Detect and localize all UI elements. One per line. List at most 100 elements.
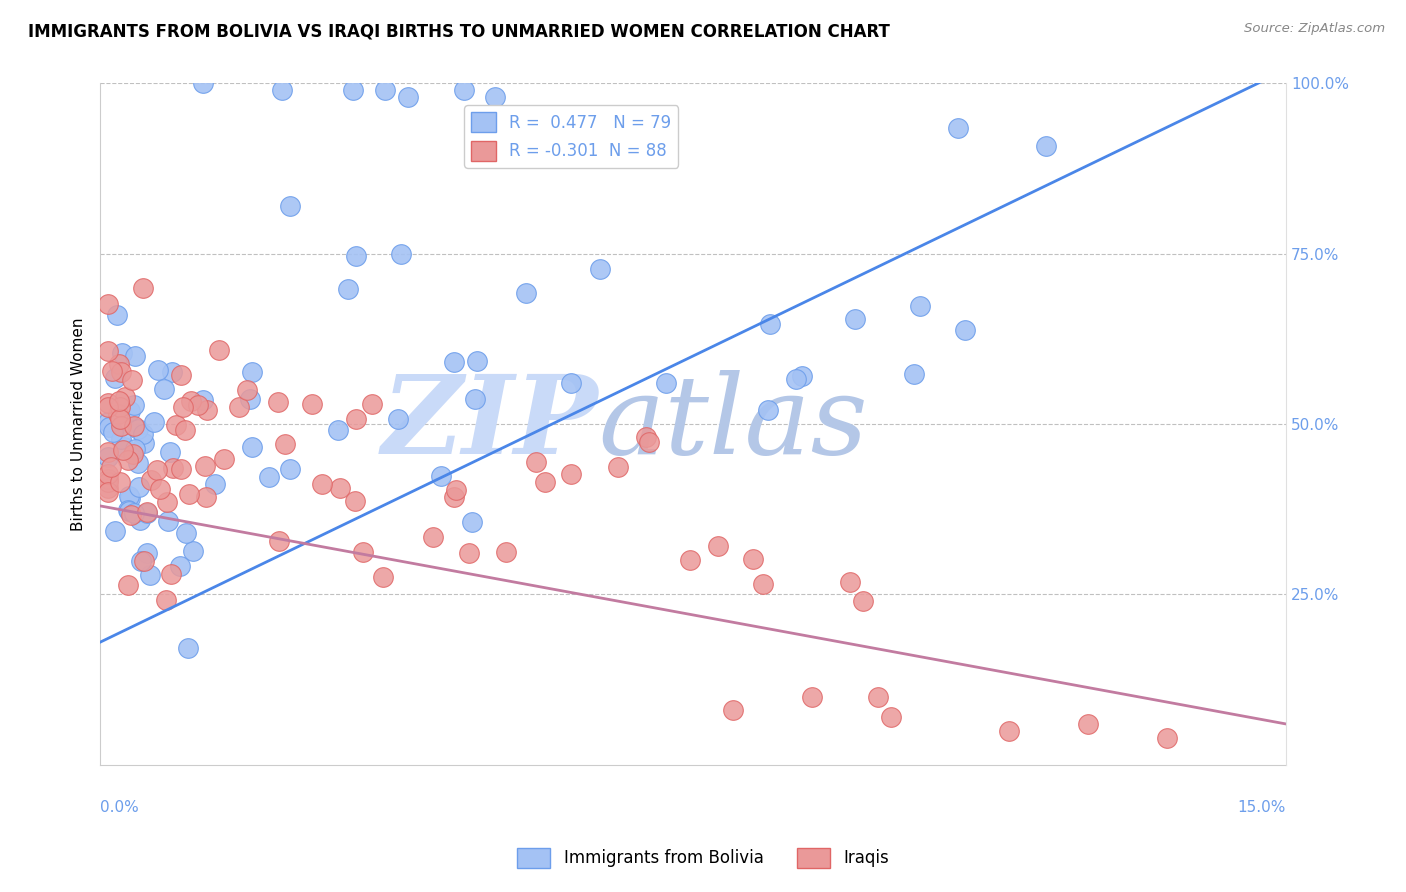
Point (117, 503, 139, 517)
Point (139, 568, 162, 582)
Point (118, 504, 141, 518)
Point (785, 372, 807, 386)
Point (107, 408, 129, 422)
Point (336, 282, 359, 296)
Point (398, 90, 420, 104)
Point (326, 423, 349, 437)
Text: 0.0%: 0.0% (100, 799, 139, 814)
Point (879, 710, 901, 724)
Text: 15.0%: 15.0% (1237, 799, 1286, 814)
Point (955, 323, 977, 337)
Point (461, 516, 484, 530)
Point (112, 440, 135, 454)
Point (344, 249, 367, 263)
Point (156, 514, 179, 528)
Point (240, 366, 263, 380)
Point (181, 543, 204, 558)
Point (104, 524, 127, 539)
Point (156, 495, 179, 509)
Point (108, 400, 131, 414)
Point (800, 690, 823, 704)
Point (97, 485, 120, 500)
Point (228, 400, 250, 414)
Point (194, 458, 217, 473)
Y-axis label: Births to Unmarried Women: Births to Unmarried Women (72, 318, 86, 531)
Point (790, 368, 813, 383)
Point (160, 365, 183, 379)
Point (240, 440, 263, 454)
Point (101, 363, 124, 377)
Point (118, 404, 141, 418)
Point (97, 444, 120, 458)
Point (129, 553, 152, 567)
Point (721, 703, 744, 717)
Point (122, 398, 145, 412)
Legend: R =  0.477   N = 79, R = -0.301  N = 88: R = 0.477 N = 79, R = -0.301 N = 88 (464, 105, 678, 168)
Text: IMMIGRANTS FROM BOLIVIA VS IRAQI BIRTHS TO UNMARRIED WOMEN CORRELATION CHART: IMMIGRANTS FROM BOLIVIA VS IRAQI BIRTHS … (28, 22, 890, 40)
Point (756, 403, 779, 417)
Point (526, 455, 548, 469)
Point (132, 554, 155, 568)
Legend: Immigrants from Bolivia, Iraqis: Immigrants from Bolivia, Iraqis (510, 841, 896, 875)
Point (155, 593, 177, 607)
Point (101, 425, 124, 440)
Point (654, 376, 676, 391)
Point (97, 396, 120, 410)
Point (751, 576, 773, 591)
Point (124, 442, 146, 456)
Point (177, 640, 200, 655)
Point (111, 346, 134, 360)
Point (259, 470, 281, 484)
Point (903, 367, 925, 381)
Point (187, 399, 209, 413)
Point (946, 121, 969, 136)
Point (127, 456, 149, 470)
Point (360, 396, 382, 410)
Point (1035, 139, 1057, 153)
Point (170, 462, 193, 476)
Point (191, 77, 214, 91)
Point (371, 570, 394, 584)
Point (606, 460, 628, 475)
Point (467, 354, 489, 368)
Point (212, 452, 235, 467)
Point (108, 357, 131, 371)
Point (136, 506, 159, 520)
Point (132, 281, 155, 295)
Point (172, 400, 194, 414)
Point (839, 575, 862, 590)
Point (866, 690, 889, 704)
Point (98, 420, 121, 434)
Point (464, 392, 486, 406)
Point (638, 435, 661, 450)
Text: ZIP: ZIP (381, 370, 598, 478)
Point (533, 475, 555, 490)
Point (271, 83, 294, 97)
Point (97, 415, 120, 429)
Point (122, 506, 145, 520)
Point (374, 83, 396, 97)
Point (174, 526, 197, 541)
Point (105, 308, 128, 322)
Point (97, 450, 120, 464)
Point (162, 461, 184, 475)
Point (110, 365, 132, 379)
Point (208, 343, 231, 358)
Point (97, 467, 120, 481)
Point (145, 463, 167, 477)
Point (139, 473, 162, 487)
Point (165, 417, 187, 432)
Point (117, 578, 139, 592)
Point (177, 487, 200, 501)
Point (112, 443, 135, 458)
Point (142, 416, 165, 430)
Point (152, 382, 174, 396)
Point (1077, 717, 1099, 731)
Point (97, 475, 120, 489)
Point (1156, 731, 1178, 745)
Point (301, 396, 323, 410)
Point (118, 489, 141, 503)
Point (430, 469, 453, 483)
Point (458, 546, 481, 560)
Point (758, 317, 780, 331)
